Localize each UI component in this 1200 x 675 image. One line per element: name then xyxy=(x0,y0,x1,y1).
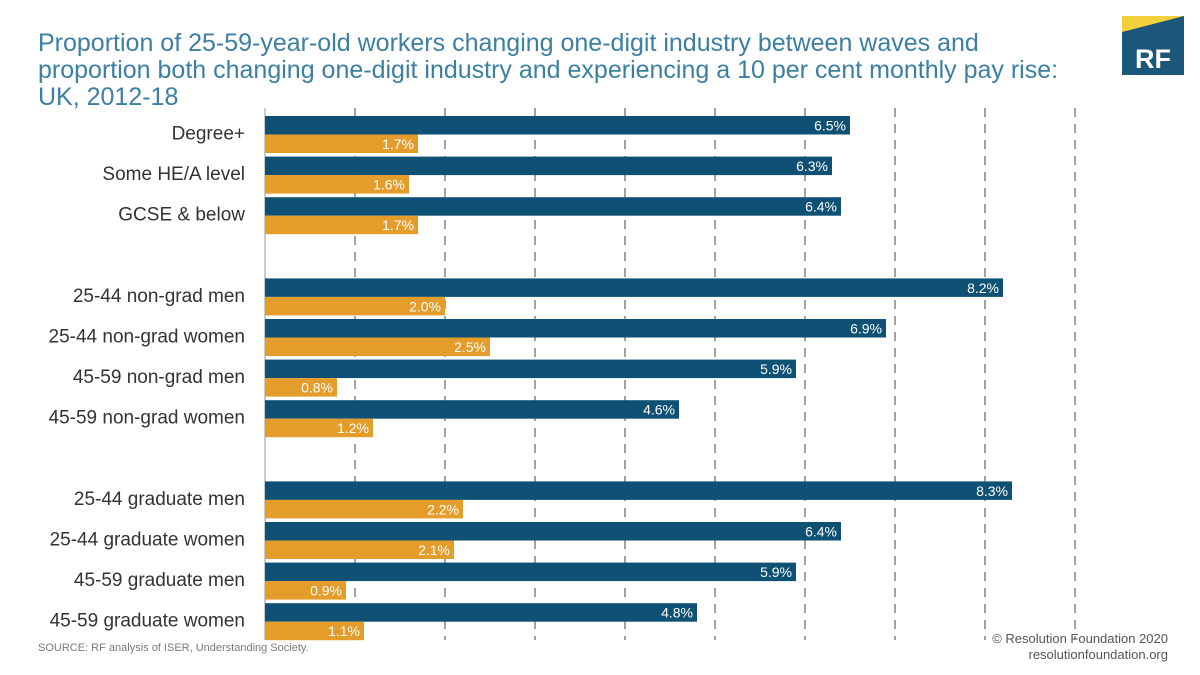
category-label: GCSE & below xyxy=(118,205,245,226)
bar-series-2 xyxy=(265,134,418,153)
bar-series-2 xyxy=(265,215,418,235)
data-label-series-1: 6.4% xyxy=(805,199,837,215)
bar-series-1 xyxy=(265,522,841,541)
category-label: 25-44 graduate women xyxy=(50,530,245,551)
category-label: 25-44 non-grad men xyxy=(73,286,245,307)
logo-text: RF xyxy=(1135,44,1171,74)
data-label-series-1: 5.9% xyxy=(760,564,792,580)
chart-title: Proportion of 25-59-year-old workers cha… xyxy=(38,30,1098,111)
category-label: 25-44 non-grad women xyxy=(49,327,245,348)
title-line: Proportion of 25-59-year-old workers cha… xyxy=(38,29,979,57)
data-label-series-1: 5.9% xyxy=(760,361,792,377)
data-label-series-1: 4.6% xyxy=(643,402,675,418)
category-label: 45-59 non-grad women xyxy=(49,408,245,429)
data-label-series-1: 6.4% xyxy=(805,524,837,540)
bar-series-2 xyxy=(265,175,409,194)
bar-series-1 xyxy=(265,319,886,338)
category-label: 45-59 graduate women xyxy=(50,611,245,632)
category-label: Some HE/A level xyxy=(102,164,245,185)
category-label: 25-44 graduate men xyxy=(74,489,245,510)
bar-series-2 xyxy=(265,337,490,356)
data-label-series-2: 1.1% xyxy=(328,623,360,639)
data-label-series-1: 6.9% xyxy=(850,321,882,337)
bar-series-1 xyxy=(265,359,796,379)
data-label-series-2: 2.0% xyxy=(409,298,441,314)
title-line: UK, 2012-18 xyxy=(38,83,179,111)
bar-series-1 xyxy=(265,603,697,622)
bar-series-1 xyxy=(265,116,850,135)
data-label-series-2: 2.1% xyxy=(418,542,450,558)
data-label-series-2: 1.7% xyxy=(382,217,414,233)
data-label-series-2: 0.8% xyxy=(301,380,333,396)
bar-series-2 xyxy=(265,418,373,438)
bar-series-1 xyxy=(265,481,1012,500)
bar-series-2 xyxy=(265,296,445,316)
data-label-series-2: 2.5% xyxy=(454,339,486,355)
bar-series-1 xyxy=(265,197,841,216)
category-label: Degree+ xyxy=(172,124,245,145)
rf-logo: RF xyxy=(1122,16,1184,75)
bar-series-1 xyxy=(265,156,832,176)
data-label-series-2: 2.2% xyxy=(427,501,459,517)
bar-series-1 xyxy=(265,278,1003,297)
data-label-series-1: 8.2% xyxy=(967,280,999,296)
bar-series-2 xyxy=(265,540,454,559)
bar-series-2 xyxy=(265,621,364,641)
data-label-series-2: 0.9% xyxy=(310,583,342,599)
category-label: 45-59 non-grad men xyxy=(73,367,245,388)
bar-series-2 xyxy=(265,378,337,397)
data-label-series-2: 1.6% xyxy=(373,177,405,193)
credit-url: resolutionfoundation.org xyxy=(1028,647,1169,662)
bar-series-2 xyxy=(265,581,346,600)
bar-series-1 xyxy=(265,400,679,419)
category-label: 45-59 graduate men xyxy=(74,570,245,591)
data-label-series-1: 8.3% xyxy=(976,483,1008,499)
bar-series-1 xyxy=(265,562,796,582)
credit: © Resolution Foundation 2020 resolutionf… xyxy=(992,631,1168,663)
credit-line: © Resolution Foundation 2020 xyxy=(992,631,1168,646)
bar-series-2 xyxy=(265,499,463,519)
data-label-series-1: 6.5% xyxy=(814,118,846,134)
data-label-series-1: 4.8% xyxy=(661,605,693,621)
source-note: SOURCE: RF analysis of ISER, Understandi… xyxy=(38,642,309,654)
logo-accent-cut xyxy=(1122,16,1184,40)
data-label-series-1: 6.3% xyxy=(796,158,828,174)
data-label-series-2: 1.7% xyxy=(382,136,414,152)
title-line: proportion both changing one-digit indus… xyxy=(38,56,1059,84)
data-label-series-2: 1.2% xyxy=(337,420,369,436)
